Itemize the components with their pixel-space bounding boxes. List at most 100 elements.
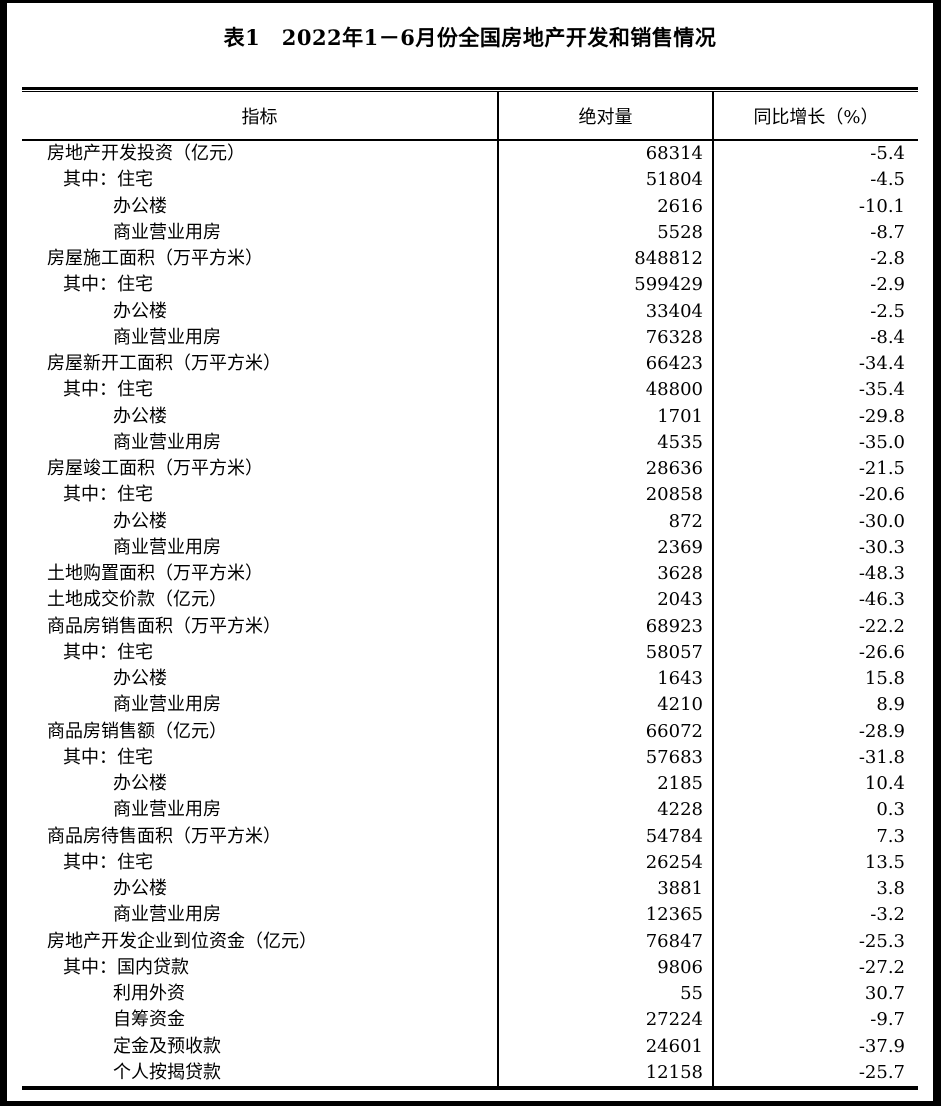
indicator-cell: 房地产开发企业到位资金（亿元） [47, 930, 317, 952]
absolute-value-cell: 5528 [497, 219, 712, 246]
indicator-cell: 办公楼 [113, 668, 167, 689]
indicator-cell: 自筹资金 [113, 1009, 185, 1031]
absolute-value-cell: 66423 [497, 351, 712, 378]
growth-value-cell: 13.5 [712, 849, 918, 876]
indicator-cell: 房屋竣工面积（万平方米） [47, 458, 263, 479]
table-row: 办公楼 2185 10.4 [22, 771, 918, 798]
indicator-cell: 其中：住宅 [63, 484, 153, 506]
indicator-cell: 房屋施工面积（万平方米） [47, 248, 263, 269]
growth-value-cell: -25.7 [712, 1059, 918, 1086]
indicator-cell: 办公楼 [113, 773, 167, 794]
absolute-value-cell: 76847 [497, 928, 712, 955]
table-body: 房地产开发投资（亿元） 68314 -5.4 其中：住宅 51804 -4.5 … [22, 141, 918, 1090]
growth-value-cell: -3.2 [712, 902, 918, 929]
indicator-cell: 利用外资 [113, 983, 185, 1004]
absolute-value-cell: 24601 [497, 1033, 712, 1060]
absolute-value-cell: 12365 [497, 902, 712, 929]
absolute-value-cell: 2616 [497, 193, 712, 220]
table-header-row: 指标 绝对量 同比增长（%） [22, 92, 918, 141]
absolute-value-cell: 28636 [497, 456, 712, 483]
table-row: 办公楼 1701 -29.8 [22, 403, 918, 430]
indicator-cell: 商品房销售面积（万平方米） [47, 615, 281, 637]
indicator-cell: 房屋新开工面积（万平方米） [47, 353, 281, 374]
growth-value-cell: -34.4 [712, 351, 918, 378]
data-table: 指标 绝对量 同比增长（%） 房地产开发投资（亿元） 68314 -5.4 其中… [22, 87, 918, 1090]
absolute-value-cell: 68314 [497, 141, 712, 168]
indicator-cell: 办公楼 [113, 300, 167, 322]
growth-value-cell: -2.9 [712, 272, 918, 299]
indicator-cell: 土地购置面积（万平方米） [47, 563, 263, 584]
table-row: 房地产开发投资（亿元） 68314 -5.4 [22, 141, 918, 168]
indicator-cell: 商业营业用房 [113, 431, 221, 453]
table-row: 其中：国内贷款 9806 -27.2 [22, 954, 918, 981]
table-row: 房地产开发企业到位资金（亿元） 76847 -25.3 [22, 928, 918, 955]
absolute-value-cell: 54784 [497, 823, 712, 850]
absolute-value-cell: 57683 [497, 744, 712, 771]
indicator-cell: 土地成交价款（亿元） [47, 589, 227, 611]
table-row: 其中：住宅 599429 -2.9 [22, 272, 918, 299]
table-row: 其中：住宅 48800 -35.4 [22, 377, 918, 404]
indicator-cell: 其中：住宅 [63, 641, 153, 663]
absolute-value-cell: 27224 [497, 1007, 712, 1034]
growth-value-cell: 0.3 [712, 797, 918, 824]
table-row: 商业营业用房 4535 -35.0 [22, 429, 918, 456]
absolute-value-cell: 599429 [497, 272, 712, 299]
table-row: 其中：住宅 58057 -26.6 [22, 639, 918, 666]
growth-value-cell: -30.0 [712, 508, 918, 535]
growth-value-cell: -48.3 [712, 561, 918, 588]
indicator-cell: 商业营业用房 [113, 326, 221, 348]
table-row: 自筹资金 27224 -9.7 [22, 1007, 918, 1034]
table-row: 其中：住宅 26254 13.5 [22, 849, 918, 876]
table-row: 商品房待售面积（万平方米） 54784 7.3 [22, 823, 918, 850]
growth-value-cell: -4.5 [712, 167, 918, 194]
absolute-value-cell: 12158 [497, 1059, 712, 1086]
absolute-value-cell: 1643 [497, 666, 712, 693]
table-row: 商品房销售额（亿元） 66072 -28.9 [22, 718, 918, 745]
indicator-cell: 办公楼 [113, 195, 167, 217]
indicator-cell: 房地产开发投资（亿元） [47, 143, 245, 164]
table-row: 土地成交价款（亿元） 2043 -46.3 [22, 587, 918, 614]
table-row: 个人按揭贷款 12158 -25.7 [22, 1059, 918, 1086]
table-row: 定金及预收款 24601 -37.9 [22, 1033, 918, 1060]
growth-value-cell: 10.4 [712, 771, 918, 798]
table-row: 土地购置面积（万平方米） 3628 -48.3 [22, 561, 918, 588]
absolute-value-cell: 848812 [497, 246, 712, 273]
table-row: 商业营业用房 76328 -8.4 [22, 324, 918, 351]
column-header-indicator: 指标 [241, 106, 278, 128]
absolute-value-cell: 3628 [497, 561, 712, 588]
table-row: 其中：住宅 51804 -4.5 [22, 167, 918, 194]
indicator-cell: 个人按揭贷款 [113, 1061, 221, 1083]
absolute-value-cell: 76328 [497, 324, 712, 351]
growth-value-cell: -35.0 [712, 429, 918, 456]
indicator-cell: 商业营业用房 [113, 904, 221, 926]
indicator-cell: 其中：住宅 [63, 851, 153, 873]
indicator-cell: 其中：国内贷款 [63, 956, 189, 978]
growth-value-cell: -37.9 [712, 1033, 918, 1060]
absolute-value-cell: 2369 [497, 534, 712, 561]
absolute-value-cell: 66072 [497, 718, 712, 745]
absolute-value-cell: 26254 [497, 849, 712, 876]
growth-value-cell: -21.5 [712, 456, 918, 483]
growth-value-cell: 3.8 [712, 876, 918, 903]
indicator-cell: 商品房销售额（亿元） [47, 720, 227, 742]
indicator-cell: 其中：住宅 [63, 379, 153, 401]
table-row: 办公楼 872 -30.0 [22, 508, 918, 535]
absolute-value-cell: 4535 [497, 429, 712, 456]
growth-value-cell: -10.1 [712, 193, 918, 220]
indicator-cell: 其中：住宅 [63, 746, 153, 768]
table-row: 办公楼 1643 15.8 [22, 666, 918, 693]
table-top-rule [22, 87, 918, 92]
absolute-value-cell: 48800 [497, 377, 712, 404]
growth-value-cell: -25.3 [712, 928, 918, 955]
table-row: 商品房销售面积（万平方米） 68923 -22.2 [22, 613, 918, 640]
table-row: 商业营业用房 2369 -30.3 [22, 534, 918, 561]
growth-value-cell: 7.3 [712, 823, 918, 850]
table-title: 表1 2022年1－6月份全国房地产开发和销售情况 [223, 25, 717, 50]
indicator-cell: 其中：住宅 [63, 274, 153, 296]
indicator-cell: 办公楼 [113, 878, 167, 899]
table-row: 商业营业用房 4228 0.3 [22, 797, 918, 824]
column-header-growth: 同比增长（%） [712, 92, 918, 139]
absolute-value-cell: 872 [497, 508, 712, 535]
indicator-cell: 商业营业用房 [113, 536, 221, 558]
absolute-value-cell: 33404 [497, 298, 712, 325]
